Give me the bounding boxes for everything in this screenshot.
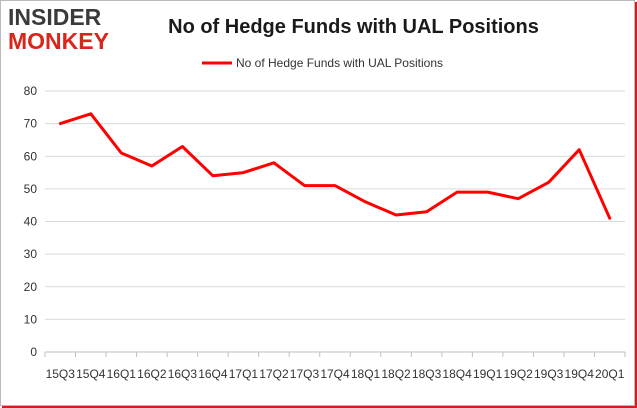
data-point xyxy=(456,191,459,194)
data-point xyxy=(303,184,306,187)
x-tick-label: 18Q3 xyxy=(412,367,442,381)
data-point xyxy=(364,200,367,203)
x-tick-label: 18Q1 xyxy=(351,367,381,381)
x-tick-label: 18Q4 xyxy=(442,367,472,381)
x-tick-label: 19Q3 xyxy=(534,367,564,381)
x-tick-label: 17Q2 xyxy=(259,367,289,381)
chart-title: No of Hedge Funds with UAL Positions xyxy=(168,16,539,38)
series-line-0 xyxy=(58,112,612,220)
data-point xyxy=(486,191,489,194)
data-point xyxy=(120,151,123,154)
data-point xyxy=(395,213,398,216)
x-tick-label: 20Q1 xyxy=(595,367,625,381)
data-point xyxy=(578,148,581,151)
y-tick-label: 30 xyxy=(24,247,38,261)
y-tick-label: 60 xyxy=(24,149,38,163)
logo-text-bottom: MONKEY xyxy=(8,28,109,54)
y-tick-label: 10 xyxy=(24,312,38,326)
x-tick-label: 16Q2 xyxy=(137,367,167,381)
data-point xyxy=(425,210,428,213)
x-tick-label: 16Q3 xyxy=(168,367,198,381)
data-point xyxy=(211,174,214,177)
x-tick-label: 17Q3 xyxy=(290,367,320,381)
x-tick-label: 15Q3 xyxy=(46,367,76,381)
data-point xyxy=(517,197,520,200)
x-tick-label: 17Q1 xyxy=(229,367,259,381)
legend: No of Hedge Funds with UAL Positions xyxy=(202,56,443,70)
x-tick-labels: 15Q3 15Q4 16Q1 16Q2 16Q3 16Q4 17Q1 17Q2 17Q3 17Q4… xyxy=(46,367,625,381)
data-point xyxy=(242,171,245,174)
x-tick-label: 16Q4 xyxy=(198,367,228,381)
x-tick-label: 16Q1 xyxy=(107,367,137,381)
y-tick-labels: 0 10 20 30 40 50 60 70 80 xyxy=(24,84,38,359)
data-point xyxy=(150,165,153,168)
x-tick-label: 19Q4 xyxy=(565,367,595,381)
y-tick-label: 0 xyxy=(30,345,37,359)
y-tick-label: 40 xyxy=(24,215,38,229)
data-point xyxy=(272,161,275,164)
x-tick-label: 15Q4 xyxy=(76,367,106,381)
data-point xyxy=(608,217,611,220)
series-lines xyxy=(58,112,612,220)
logo-text-top: INSIDER xyxy=(8,4,102,30)
y-tick-label: 70 xyxy=(24,117,38,131)
legend-label: No of Hedge Funds with UAL Positions xyxy=(236,56,443,70)
data-point xyxy=(181,145,184,148)
y-tick-label: 80 xyxy=(24,84,38,98)
y-tick-label: 20 xyxy=(24,280,38,294)
y-tick-label: 50 xyxy=(24,182,38,196)
gridlines xyxy=(45,90,625,320)
x-tick-label: 19Q2 xyxy=(503,367,533,381)
data-point xyxy=(334,184,337,187)
data-point xyxy=(59,122,62,125)
axes xyxy=(44,351,626,357)
data-point xyxy=(89,112,92,115)
x-tick-label: 19Q1 xyxy=(473,367,503,381)
insider-monkey-logo: INSIDER MONKEY xyxy=(8,4,120,56)
data-point xyxy=(547,181,550,184)
x-tick-label: 18Q2 xyxy=(381,367,411,381)
x-tick-label: 17Q4 xyxy=(320,367,350,381)
